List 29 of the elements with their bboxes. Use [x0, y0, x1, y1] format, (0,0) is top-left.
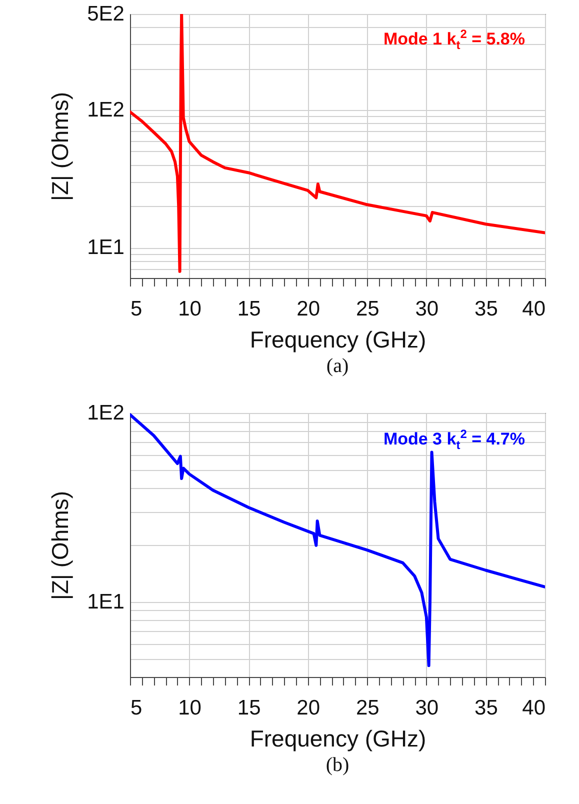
text: (a)	[326, 355, 349, 377]
x-tick-label: 30	[415, 298, 439, 320]
x-tick-label: 20	[296, 696, 320, 720]
x-tick-label: 20	[296, 298, 320, 320]
x-tick-label: 5	[130, 298, 142, 320]
x-tick-label: 10	[178, 298, 202, 320]
x-axis-title: Frequency (GHz)	[250, 726, 426, 752]
y-axis-title: |Z| (Ohms)	[47, 92, 74, 202]
x-tick-label: 15	[237, 696, 261, 720]
x-tick-label: 40	[522, 696, 546, 720]
x-tick-label: 35	[474, 696, 498, 720]
y-tick-label: 1E1	[87, 590, 124, 614]
x-tick-label: 30	[415, 696, 439, 720]
x-tick-label: 25	[356, 696, 380, 720]
x-tick-label: 10	[178, 696, 202, 720]
y-tick-label: 1E1	[87, 236, 124, 260]
annotation: Mode 1 k$_{t}$$^{2}$ = 5.8%	[383, 27, 525, 52]
x-tick-label: 40	[522, 298, 546, 320]
x-tick-label: 25	[356, 298, 380, 320]
y-axis-title: |Z| (Ohms)	[47, 490, 74, 600]
annotation: Mode 3 k$_{t}$$^{2}$ = 4.7%	[383, 427, 525, 452]
y-tick-label: 5E2	[87, 2, 124, 26]
x-tick-label: 15	[237, 298, 261, 320]
x-axis-title: Frequency (GHz)	[250, 326, 426, 352]
y-tick-label: 1E2	[87, 402, 124, 424]
x-tick-label: 5	[130, 696, 142, 720]
y-tick-label: 1E2	[87, 98, 124, 122]
text: (b)	[326, 754, 350, 776]
x-tick-label: 35	[474, 298, 498, 320]
